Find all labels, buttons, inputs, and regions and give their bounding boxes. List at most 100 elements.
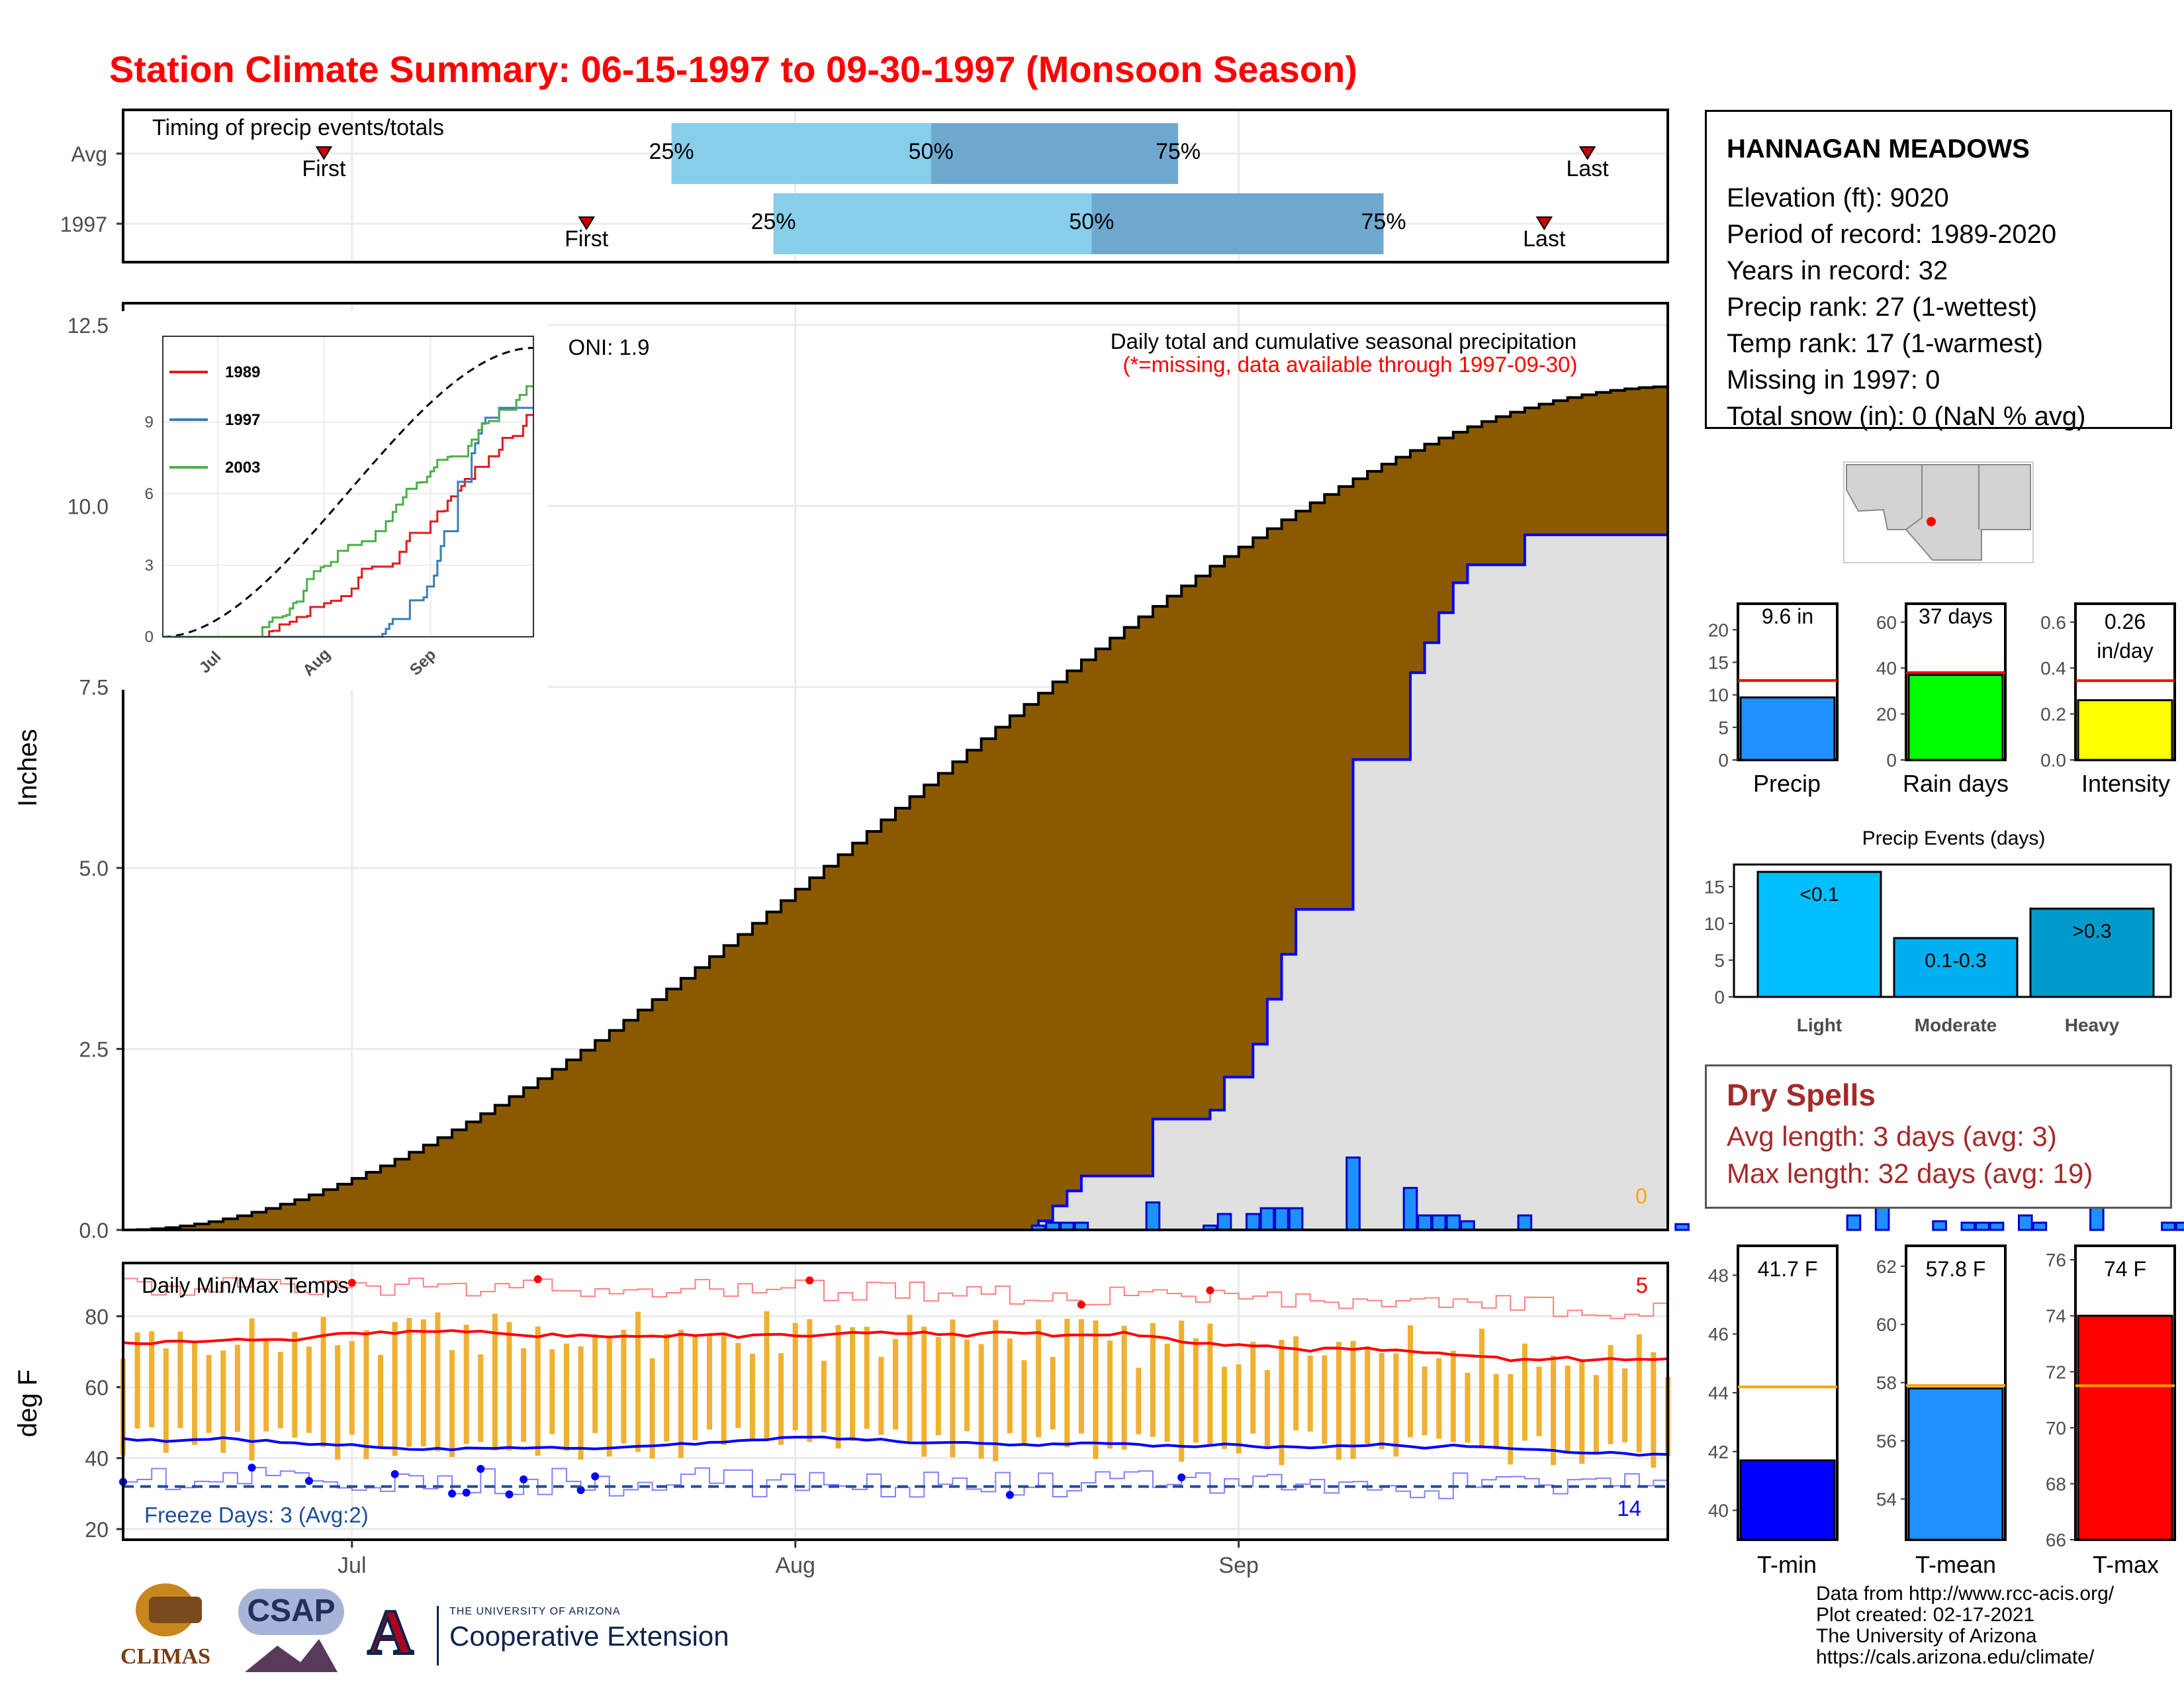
missing-count: 0 (1635, 1184, 1647, 1208)
credit-university: The University of Arizona (1816, 1625, 2037, 1647)
temp-bar-label: T-mean (1915, 1551, 1996, 1578)
station-elevation: Elevation (ft): 9020 (1727, 183, 1949, 212)
station-location-marker-icon (1927, 517, 1936, 526)
events-bar-inner-label: <0.1 (1799, 884, 1839, 906)
record-low-marker (1005, 1491, 1014, 1499)
record-max-line (123, 1277, 1668, 1319)
daily-precip-bar (1274, 1207, 1289, 1231)
station-info-box: HANNAGAN MEADOWS Elevation (ft): 9020 Pe… (1705, 110, 2172, 431)
daily-precip-bar (1445, 1214, 1461, 1231)
record-high-marker (1077, 1300, 1085, 1309)
location-map-state-east (1905, 464, 2031, 561)
small-bar-fill (1739, 696, 1836, 761)
temp-bar-ytick-label: 58 (1876, 1373, 1897, 1393)
precip-ytick-label: 5.0 (79, 857, 109, 880)
dry-spells-box: Dry Spells Avg length: 3 days (avg: 3) M… (1705, 1064, 2172, 1209)
events-bar (1756, 870, 1882, 998)
inset-bg (111, 311, 548, 690)
daily-precip-bar (1932, 1220, 1947, 1231)
inset-ytick-label: 9 (145, 414, 154, 432)
small-bar-value: 0.26 (2105, 610, 2146, 633)
temp-panel-label: Daily Min/Max Temps (142, 1273, 349, 1297)
temp-bar-fill (2077, 1315, 2173, 1541)
precip-ytick-label: 7.5 (79, 676, 109, 700)
record-low-marker (591, 1472, 600, 1481)
last-event-label: Last (1523, 226, 1566, 252)
small-bar-value: 9.6 in (1762, 604, 1813, 628)
record-low-marker (462, 1488, 471, 1497)
events-bar-label: Light (1797, 1015, 1842, 1035)
daily-precip-bar (2032, 1221, 2048, 1231)
temp-bar-fill (1907, 1387, 2004, 1541)
csap-mountain-icon (245, 1639, 338, 1672)
timing-label-25: 25% (751, 209, 796, 234)
events-bar (1893, 937, 2019, 998)
record-high-count: 5 (1636, 1273, 1648, 1297)
page-title: Station Climate Summary: 06-15-1997 to 0… (109, 48, 1357, 90)
station-precip-rank: Precip rank: 27 (1-wettest) (1727, 293, 2038, 322)
small-bar-ytick-label: 0.4 (2040, 658, 2066, 679)
daily-precip-bar (1216, 1213, 1232, 1231)
daily-precip-bar (1517, 1214, 1533, 1231)
last-event-marker-icon (1578, 146, 1596, 160)
timing-label-50: 50% (909, 139, 954, 164)
freeze-days-label: Freeze Days: 3 (Avg:2) (144, 1503, 369, 1527)
xaxis-month-label: Aug (775, 1553, 815, 1578)
daily-precip-bar (1288, 1207, 1304, 1231)
record-low-marker (576, 1486, 585, 1495)
first-event-label: First (302, 156, 346, 181)
ua-a-logo: A (361, 1597, 420, 1667)
small-bar-ytick-label: 5 (1718, 718, 1729, 738)
first-event-label: First (565, 226, 609, 252)
record-low-count: 14 (1617, 1496, 1641, 1521)
timing-row-label: Avg (71, 142, 107, 166)
inset-ytick-label: 0 (145, 628, 154, 646)
station-period: Period of record: 1989-2020 (1727, 220, 2057, 249)
precip-panel-border (122, 302, 1669, 1231)
temp-bar-ytick-label: 72 (2046, 1362, 2066, 1382)
inset-ytick-label: 6 (145, 485, 154, 503)
temp-bar-value: 57.8 F (1926, 1257, 1986, 1281)
timing-label-50: 50% (1069, 209, 1114, 234)
climas-mountain-icon (149, 1597, 202, 1623)
daily-precip-bar (1874, 1205, 1890, 1231)
xaxis-month-label: Jul (338, 1553, 366, 1578)
station-temp-rank: Temp rank: 17 (1-warmest) (1727, 329, 2043, 358)
temp-bar-fill (1739, 1459, 1836, 1541)
daily-precip-bar (2161, 1221, 2176, 1231)
daily-precip-bar (1245, 1213, 1261, 1231)
small-bar-fill (1907, 674, 2004, 761)
temp-bar-value: 41.7 F (1758, 1257, 1818, 1281)
credit-source: Data from http://www.rcc-acis.org/ (1816, 1583, 2115, 1605)
temp-bar-ytick-label: 70 (2046, 1418, 2066, 1438)
inset-legend-label: 1989 (225, 363, 260, 381)
precip-ytick-label: 10.0 (68, 494, 109, 518)
credit-url: https://cals.arizona.edu/climate/ (1816, 1646, 2095, 1668)
precip-ytick-label: 0.0 (79, 1219, 109, 1243)
small-bar-fill (2077, 699, 2173, 761)
avg-min-temp-line (122, 1435, 1668, 1457)
temp-bar-ytick-label: 62 (1876, 1256, 1897, 1277)
precip-ytick-label: 12.5 (68, 314, 109, 338)
precip-ylabel: Inches (13, 729, 42, 807)
events-bar-label: Moderate (1915, 1015, 1997, 1035)
daily-precip-bar (1846, 1214, 1862, 1231)
temp-ytick-label: 40 (85, 1447, 109, 1471)
daily-precip-bar (1145, 1201, 1161, 1231)
ua-a-icon: A (366, 1597, 414, 1667)
station-years: Years in record: 32 (1727, 256, 1948, 285)
small-bar-ytick-label: 10 (1708, 685, 1729, 706)
timing-bar-upper-half (931, 123, 1179, 184)
events-bar-inner-label: 0.1-0.3 (1925, 950, 1986, 972)
small-bar-ytick-label: 40 (1876, 658, 1897, 679)
last-event-marker-icon (1535, 216, 1553, 230)
last-event-label: Last (1566, 156, 1609, 181)
temp-bar-ytick-label: 60 (1876, 1315, 1897, 1335)
inset-legend-label: 2003 (225, 459, 260, 477)
events-ytick-label: 10 (1704, 914, 1725, 934)
small-bar-label: Precip (1753, 770, 1821, 797)
inset-ytick-label: 3 (145, 557, 154, 575)
observed-cumulative-area (123, 535, 1668, 1230)
events-bar (2029, 908, 2155, 998)
events-ytick-label: 5 (1714, 950, 1725, 970)
